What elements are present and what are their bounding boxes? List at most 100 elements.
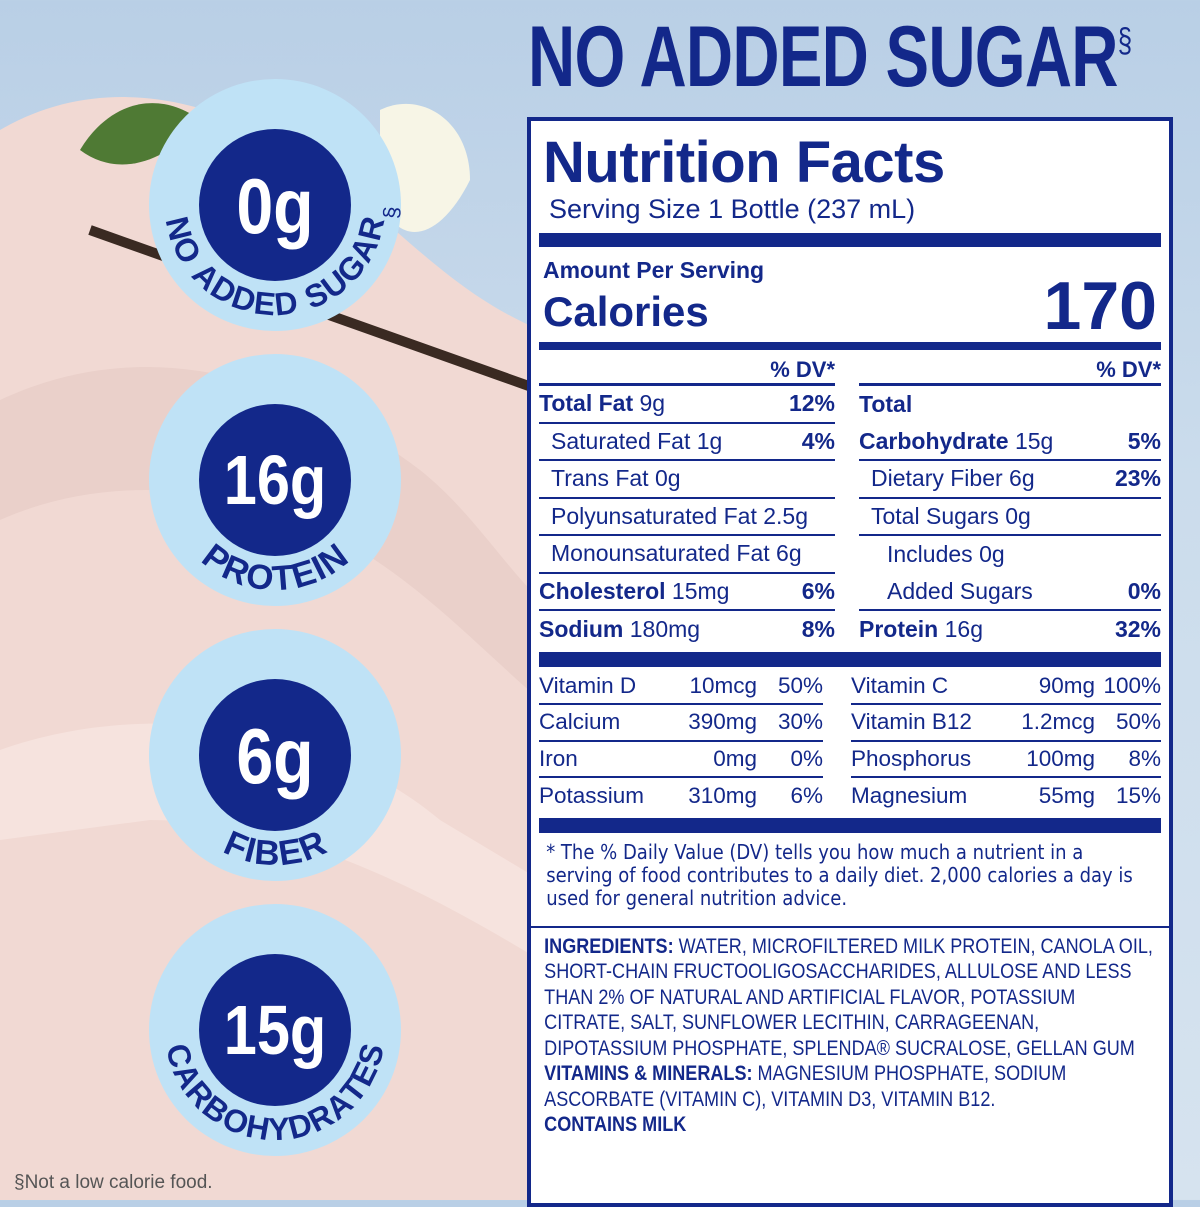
badge-label-letter: E xyxy=(252,284,277,322)
nutrient-name-amount: Includes 0g xyxy=(859,541,1005,568)
nutrient-name-amount: Sodium 180mg xyxy=(539,616,700,643)
nutrient-amount: 1g xyxy=(696,427,723,454)
nutrients-right: % DV* Total Carbohydrate 15g 5% Dietary Fi… xyxy=(859,354,1161,649)
nutrient-row: Saturated Fat 1g 4% xyxy=(539,424,835,461)
nutrient-name: Dietary Fiber xyxy=(871,465,1003,492)
vitamin-dv: 0% xyxy=(790,745,823,771)
nutrient-name-amount: Polyunsaturated Fat 2.5g xyxy=(539,503,808,530)
vitamin-name: Vitamin C xyxy=(851,672,949,698)
nutrient-name-amount: Total Fat 9g xyxy=(539,390,665,417)
badge-value: 16g xyxy=(224,440,327,519)
nutrient-name-amount: Protein 16g xyxy=(859,616,983,643)
nutrient-name: Cholesterol xyxy=(539,577,666,604)
nutrient-name: Added Sugars xyxy=(887,577,1033,604)
nutrient-dv: 6% xyxy=(801,577,835,604)
nutrient-dv: 5% xyxy=(1127,427,1161,454)
dv-header: % DV* xyxy=(859,354,1161,386)
divider xyxy=(539,233,1161,247)
nutrient-amount: 16g xyxy=(944,616,983,643)
vitamin-dv: 50% xyxy=(777,672,823,698)
nutrient-dv: 8% xyxy=(801,616,835,643)
nutrition-facts-label: Nutrition Facts Serving Size 1 Bottle (2… xyxy=(527,117,1173,1207)
vitamin-row: Phosphorus 100mg 8% xyxy=(851,742,1161,778)
nutrient-row: Dietary Fiber 6g 23% xyxy=(859,461,1161,499)
vitamin-name: Potassium xyxy=(539,783,645,809)
vanilla-leaf xyxy=(80,103,200,165)
nutrient-name: Sodium xyxy=(539,616,624,643)
nutrient-amount: 15g xyxy=(1014,427,1054,454)
vitamin-name: Phosphorus xyxy=(851,745,972,771)
badge-value: 6g xyxy=(236,713,313,800)
vitamin-dv: 30% xyxy=(777,709,823,735)
badge-value: 0g xyxy=(236,163,313,250)
badge-center xyxy=(199,679,351,831)
vitamin-dv: 8% xyxy=(1128,745,1161,771)
calories-value: 170 xyxy=(1043,268,1157,344)
vitamins-left: Vitamin D 10mcg 50% Calcium 390mg 30% Iron 0mg 0… xyxy=(539,669,823,815)
vitamin-row: Vitamin D 10mcg 50% xyxy=(539,669,823,705)
nutrient-row: Includes 0g xyxy=(859,536,1161,574)
vitamins-minerals-text: MAGNESIUM PHOSPHATE, SODIUM ASCORBATE (V… xyxy=(544,1062,1067,1111)
nutrient-amount: 15mg xyxy=(671,577,730,604)
nutrient-amount: 0g xyxy=(979,541,1005,568)
badges: 0g NO ADDED SUGAR§ 16g PROTEIN 6g FIBER … xyxy=(149,79,404,1156)
vitamin-dv: 15% xyxy=(1115,783,1161,809)
vitamin-dv: 6% xyxy=(790,783,823,809)
nutrient-name: Saturated Fat xyxy=(551,427,691,454)
badge-center xyxy=(199,954,351,1106)
nutrient-name-amount: Total xyxy=(859,391,912,418)
section-mark: § xyxy=(1117,22,1132,60)
badge-center xyxy=(199,129,351,281)
nutrient-amount: 6g xyxy=(776,540,802,567)
nutrient-amount: 0g xyxy=(1005,502,1031,529)
ingredients-heading: INGREDIENTS: xyxy=(544,934,674,958)
vitamin-amount: 1.2mcg xyxy=(1021,709,1095,735)
nutrients-left: % DV* Total Fat 9g 12% Saturated Fat 1g 4% T… xyxy=(539,354,835,649)
calories-label: Calories xyxy=(543,288,709,335)
nutrient-dv: 0% xyxy=(1127,577,1161,604)
amount-per-serving: Amount Per Serving xyxy=(543,257,765,283)
nutrient-name-amount: Carbohydrate 15g xyxy=(859,428,1053,455)
vitamins-right: Vitamin C 90mg 100% Vitamin B12 1.2mcg 50% Pho… xyxy=(851,669,1161,815)
nutrient-row: Trans Fat 0g xyxy=(539,461,835,499)
vitamin-dv: 100% xyxy=(1103,672,1161,698)
headline-text: NO ADDED SUGAR xyxy=(528,9,1118,105)
badge-label-letter: Y xyxy=(268,1111,291,1148)
dv-header: % DV* xyxy=(539,354,835,386)
nutrient-row: Total xyxy=(859,386,1161,424)
nutrient-name: Includes xyxy=(887,541,973,568)
ingredients: INGREDIENTS: WATER, MICROFILTERED MILK P… xyxy=(539,928,1160,1138)
nutrient-row: Added Sugars 0% xyxy=(859,574,1161,611)
vitamin-dv: 50% xyxy=(1115,709,1161,735)
vitamin-row: Calcium 390mg 30% xyxy=(539,705,823,742)
nutrient-name-amount: Dietary Fiber 6g xyxy=(859,465,1035,492)
section-mark: § xyxy=(378,206,404,220)
nutrient-name: Monounsaturated Fat xyxy=(551,540,770,567)
calories-row: Calories 170 xyxy=(543,268,1157,344)
vitamin-name: Vitamin B12 xyxy=(851,709,972,735)
vitamin-amount: 100mg xyxy=(1026,745,1095,771)
vitamin-amount: 0mg xyxy=(713,745,757,771)
vitamin-name: Calcium xyxy=(539,709,621,735)
divider xyxy=(539,651,1161,667)
nutrient-row: Total Fat 9g 12% xyxy=(539,386,835,424)
nutrient-row: Sodium 180mg 8% xyxy=(539,611,835,649)
nutrient-name-amount: Monounsaturated Fat 6g xyxy=(539,540,802,567)
badge-protein: 16g PROTEIN xyxy=(149,354,401,606)
vitamin-name: Vitamin D xyxy=(539,672,637,698)
divider xyxy=(539,817,1161,833)
badge-label-letter: O xyxy=(243,556,276,599)
nutrient-row: Cholesterol 15mg 6% xyxy=(539,574,835,611)
vitamin-amount: 10mcg xyxy=(689,672,757,698)
footnote: * The % Daily Value (DV) tells you how m… xyxy=(546,839,1133,910)
disclaimer: §Not a low calorie food. xyxy=(14,1172,213,1193)
nutrient-name: Total Sugars xyxy=(871,502,999,529)
nutrient-amount: 0g xyxy=(654,465,681,492)
nutrient-dv: 12% xyxy=(788,390,835,417)
ingredients-text: WATER, MICROFILTERED MILK PROTEIN, CANOL… xyxy=(544,934,1153,1060)
headline: NO ADDED SUGAR§ xyxy=(528,8,1132,108)
vitamin-row: Vitamin B12 1.2mcg 50% xyxy=(851,705,1161,742)
nutrient-name: Polyunsaturated Fat xyxy=(551,502,757,529)
serving-size: Serving Size 1 Bottle (237 mL) xyxy=(549,194,916,224)
